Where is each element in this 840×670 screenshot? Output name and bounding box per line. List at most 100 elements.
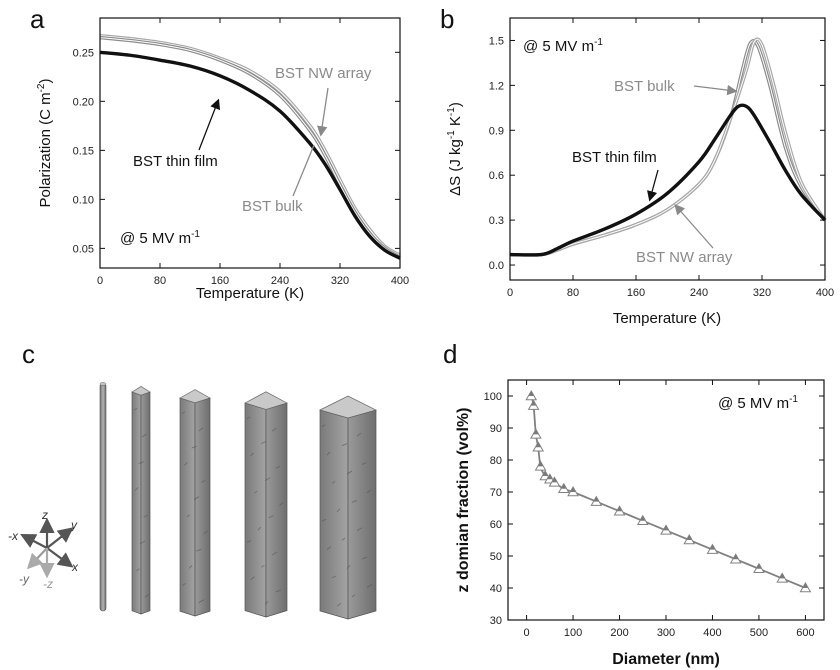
axis-x-label: x xyxy=(71,560,79,574)
panel-b-y-axis-label: ΔS (J kg-1 K-1) xyxy=(446,102,464,196)
axis-z-label: z xyxy=(41,508,48,522)
x-tick-label-b-2: 160 xyxy=(627,287,645,299)
data-point-fill-d-6 xyxy=(547,474,553,480)
panel-b-nw-arrow xyxy=(674,204,714,249)
data-point-fill-d-1 xyxy=(531,400,537,406)
x-tick-label-a-2: 160 xyxy=(211,275,229,287)
panel-a-field-annotation: @ 5 MV m-1 xyxy=(120,229,200,247)
panel-b-thin-label: BST thin film xyxy=(572,149,657,166)
axis-mz-label: -z xyxy=(43,577,53,591)
y-tick-label-d-6: 90 xyxy=(490,423,502,435)
x-tick-label-a-0: 0 xyxy=(97,275,103,287)
panel-b-thin-arrow xyxy=(647,169,659,202)
panel-a-y-axis-label: Polarization (C m-2) xyxy=(36,79,54,208)
panel-a-bulk-label: BST bulk xyxy=(242,198,303,215)
series-line-inner-a-0 xyxy=(99,35,401,256)
panel-d-frame xyxy=(507,379,825,621)
data-point-fill-d-2 xyxy=(533,429,539,435)
x-tick-label-d-3: 300 xyxy=(657,627,675,639)
series-line-a-2 xyxy=(99,50,401,260)
x-tick-label-d-2: 200 xyxy=(610,627,628,639)
panel-a-nw-label: BST NW array xyxy=(275,65,372,82)
panel-a-x-axis-label: Temperature (K) xyxy=(196,285,304,302)
data-point-fill-d-0 xyxy=(528,391,534,396)
panel-a-thin-label: BST thin film xyxy=(133,153,218,170)
data-point-fill-d-8 xyxy=(561,483,567,489)
y-tick-label-b-0: 0.0 xyxy=(489,260,504,272)
data-point-fill-d-7 xyxy=(551,477,557,483)
axis-my-label: -y xyxy=(19,572,30,586)
panel-label-a: a xyxy=(30,4,45,34)
x-tick-label-d-6: 600 xyxy=(796,627,814,639)
series-line-inner-a-1 xyxy=(99,37,401,258)
panel-a-chart: 0 80 160 240 320 400 0.05 0.10 0.15 0.20 0.25 Temp… xyxy=(36,17,409,302)
data-point-fill-d-15 xyxy=(709,544,715,550)
nanowire-square-2 xyxy=(244,391,288,618)
data-point-fill-d-4 xyxy=(538,461,544,467)
panel-label-b: b xyxy=(440,4,454,34)
y-tick-label-d-7: 100 xyxy=(484,391,502,403)
y-tick-label-d-2: 50 xyxy=(490,551,502,563)
data-point-fill-d-13 xyxy=(663,525,669,531)
x-tick-label-d-1: 100 xyxy=(564,627,582,639)
x-tick-label-a-4: 320 xyxy=(331,275,349,287)
data-point-fill-d-19 xyxy=(802,583,808,588)
panel-b-x-axis-label: Temperature (K) xyxy=(613,310,721,327)
panel-b-nw-label: BST NW array xyxy=(636,249,733,266)
series-line-b-1 xyxy=(509,37,827,257)
axis-mx-label: -x xyxy=(8,529,19,543)
data-point-fill-d-16 xyxy=(733,554,739,560)
axis-y-label: y xyxy=(70,518,78,532)
panel-a-thin-arrow xyxy=(198,98,221,151)
panel-a-bulk-arrow xyxy=(292,144,315,197)
panel-b-frame xyxy=(509,17,826,281)
y-tick-label-a-1: 0.10 xyxy=(73,194,94,206)
panel-a-nw-arrow xyxy=(317,87,329,137)
data-point-fill-d-9 xyxy=(570,487,576,492)
x-tick-label-a-5: 400 xyxy=(391,275,409,287)
x-tick-label-b-3: 240 xyxy=(690,287,708,299)
data-point-fill-d-3 xyxy=(535,442,541,448)
axis-cross: z y -x x -y -z xyxy=(8,508,79,591)
y-tick-label-d-4: 70 xyxy=(490,487,502,499)
data-point-fill-d-10 xyxy=(593,496,599,502)
panel-b-field-annotation: @ 5 MV m-1 xyxy=(523,37,603,55)
y-tick-label-a-0: 0.05 xyxy=(73,243,94,255)
x-tick-label-d-4: 400 xyxy=(703,627,721,639)
panel-b-bulk-arrow xyxy=(693,84,738,96)
panel-d-chart: 0 100 200 300 400 500 600 30 40 50 60 70 80 90 100 Dia… xyxy=(455,379,825,668)
data-point-fill-d-12 xyxy=(640,515,646,521)
data-point-fill-d-17 xyxy=(756,563,762,569)
y-tick-label-b-5: 1.5 xyxy=(489,35,504,47)
y-tick-label-a-2: 0.15 xyxy=(73,145,94,157)
y-tick-label-b-4: 1.2 xyxy=(489,80,504,92)
panel-d-x-axis-label: Diameter (nm) xyxy=(612,651,720,668)
y-tick-label-d-0: 30 xyxy=(490,615,502,627)
series-line-inner-b-1 xyxy=(509,38,826,256)
data-point-fill-d-18 xyxy=(779,573,785,579)
x-tick-label-a-1: 80 xyxy=(154,275,166,287)
data-point-fill-d-11 xyxy=(617,506,623,512)
nanowire-square-0 xyxy=(131,385,151,615)
panel-a-frame xyxy=(99,17,401,269)
data-point-fill-d-5 xyxy=(542,471,548,476)
x-tick-label-b-4: 320 xyxy=(753,287,771,299)
y-tick-label-d-5: 80 xyxy=(490,455,502,467)
y-tick-label-b-3: 0.9 xyxy=(489,125,504,137)
y-tick-label-b-1: 0.3 xyxy=(489,215,504,227)
x-tick-label-d-5: 500 xyxy=(750,627,768,639)
panel-b-bulk-label: BST bulk xyxy=(614,78,675,95)
series-line-b-2 xyxy=(509,103,827,257)
panel-d-field-annotation: @ 5 MV m-1 xyxy=(718,394,798,412)
y-tick-label-a-4: 0.25 xyxy=(73,47,94,59)
x-tick-label-d-0: 0 xyxy=(524,627,530,639)
series-line-inner-b-0 xyxy=(509,40,826,256)
panel-b-chart: 0 80 160 240 320 400 0.0 0.3 0.6 0.9 1.2 1.5 Temper… xyxy=(446,17,834,327)
panel-label-c: c xyxy=(22,339,35,369)
x-tick-label-a-3: 240 xyxy=(271,275,289,287)
y-tick-label-a-3: 0.20 xyxy=(73,96,94,108)
y-tick-label-d-1: 40 xyxy=(490,583,502,595)
y-tick-label-b-2: 0.6 xyxy=(489,170,504,182)
nanowire-rod xyxy=(99,382,107,612)
